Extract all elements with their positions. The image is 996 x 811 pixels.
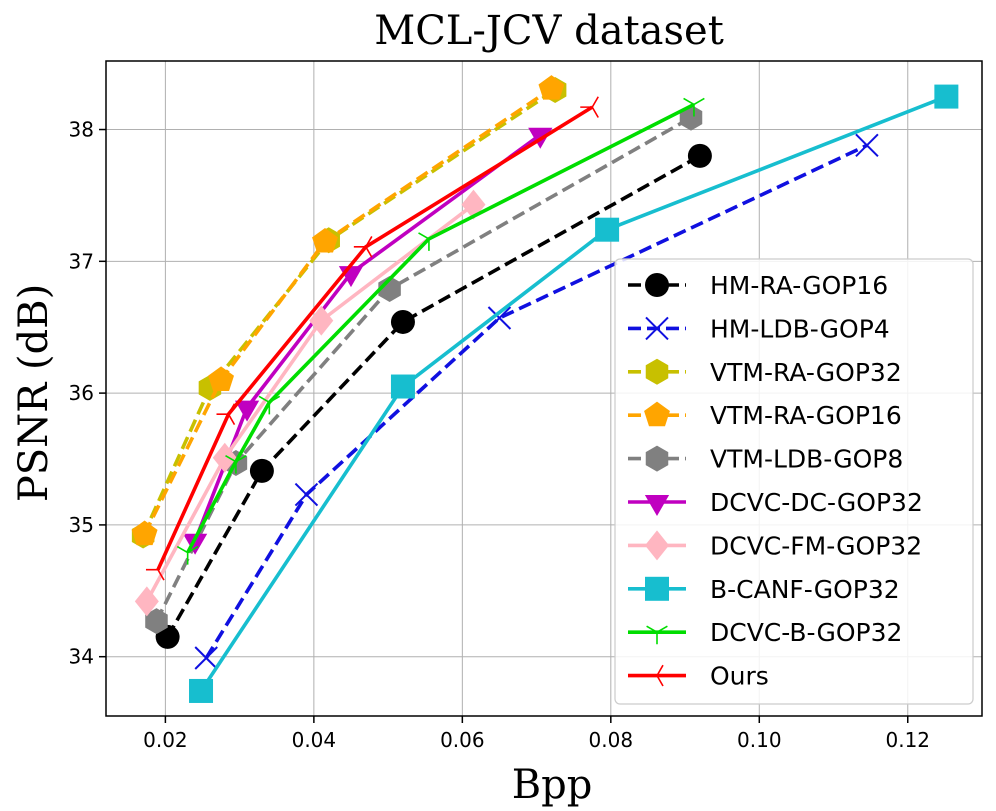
data-point-hm-ra-gop16 (390, 309, 415, 334)
series-line-hm-ra-gop16 (166, 154, 701, 638)
legend-box (614, 258, 974, 705)
y-tick-label: 35 (69, 513, 94, 537)
legend-marker (645, 576, 669, 601)
data-point-ours (580, 96, 599, 118)
x-tick-label: 0.10 (737, 728, 782, 752)
legend-label: HM-LDB-GOP4 (710, 314, 890, 343)
data-point-hm-ra-gop16 (687, 143, 712, 168)
chart-title: MCL-JCV dataset (374, 8, 724, 54)
legend-entry-dcvc-dc-gop32: DCVC-DC-GOP32 (628, 488, 923, 517)
legend-marker (646, 625, 668, 645)
data-point-hm-ldb-gop4 (294, 482, 319, 507)
x-tick-label: 0.06 (440, 728, 485, 752)
legend-label: VTM-RA-GOP32 (710, 358, 902, 387)
data-point-hm-ldb-gop4 (487, 306, 512, 330)
legend: HM-RA-GOP16 HM-LDB-GOP4 VTM-RA-GOP32 VTM-RA… (614, 258, 974, 705)
legend-entry-ours: Ours (628, 662, 769, 691)
x-tick-label: 0.04 (292, 728, 337, 752)
series-hm-ra-gop16 (155, 143, 712, 649)
legend-marker (645, 530, 669, 561)
data-point-b-canf-gop32 (189, 678, 214, 703)
data-point-dcvc-b-gop32 (258, 395, 281, 415)
legend-entry-dcvc-b-gop32: DCVC-B-GOP32 (628, 618, 902, 647)
legend-marker (645, 445, 669, 472)
data-point-b-canf-gop32 (390, 374, 415, 399)
series-line-dcvc-dc-gop32 (193, 133, 542, 542)
data-point-b-canf-gop32 (934, 84, 959, 109)
data-point-vtm-ra-gop16 (208, 366, 234, 391)
legend-label: VTM-LDB-GOP8 (710, 445, 903, 474)
legend-label: HM-RA-GOP16 (710, 271, 888, 300)
data-point-b-canf-gop32 (595, 217, 620, 242)
data-point-dcvc-fm-gop32 (134, 586, 159, 617)
series-line-dcvc-fm-gop32 (145, 203, 475, 603)
legend-marker (645, 316, 669, 341)
series-hm-ldb-gop4 (194, 133, 879, 670)
series-dcvc-dc-gop32 (182, 127, 553, 555)
series-line-ours (156, 105, 594, 571)
legend-label: DCVC-FM-GOP32 (710, 531, 922, 560)
data-point-ours (216, 403, 236, 425)
data-point-dcvc-b-gop32 (176, 545, 199, 565)
series-line-b-canf-gop32 (199, 94, 948, 692)
legend-marker (644, 495, 670, 516)
legend-entry-vtm-ra-gop32: VTM-RA-GOP32 (628, 358, 902, 387)
data-point-dcvc-dc-gop32 (234, 400, 260, 422)
series-dcvc-fm-gop32 (134, 189, 486, 617)
data-point-dcvc-dc-gop32 (182, 533, 208, 555)
data-point-vtm-ldb-gop8 (679, 104, 703, 131)
legend-marker (645, 664, 664, 687)
legend-marker (645, 358, 669, 385)
legend-label: DCVC-DC-GOP32 (710, 488, 923, 517)
data-point-dcvc-fm-gop32 (309, 305, 334, 336)
y-tick-label: 37 (69, 249, 94, 273)
series-ours (145, 96, 599, 581)
y-tick-label: 36 (69, 381, 94, 405)
legend-label: VTM-RA-GOP16 (710, 401, 902, 430)
series-dcvc-b-gop32 (176, 97, 705, 565)
data-point-vtm-ra-gop16 (538, 75, 565, 100)
data-point-dcvc-b-gop32 (225, 454, 247, 474)
data-point-ours (145, 558, 165, 581)
data-point-vtm-ra-gop16 (131, 520, 158, 546)
legend-marker (644, 401, 670, 427)
data-point-vtm-ra-gop16 (312, 227, 338, 253)
x-tick-label: 0.12 (885, 728, 930, 752)
plot-frame (105, 60, 983, 717)
legend-label: DCVC-B-GOP32 (710, 618, 902, 647)
data-point-dcvc-b-gop32 (683, 97, 705, 117)
series-b-canf-gop32 (189, 84, 959, 703)
legend-label: Ours (710, 662, 769, 691)
series-line-vtm-ra-gop16 (142, 87, 553, 535)
legend-entry-vtm-ra-gop16: VTM-RA-GOP16 (628, 401, 902, 430)
series-line-hm-ldb-gop4 (204, 143, 868, 659)
axis-ticks: 0.02 0.04 0.06 0.08 0.10 0.12 34 35 36 37 38 (69, 118, 930, 752)
data-point-dcvc-b-gop32 (418, 232, 440, 251)
data-point-hm-ldb-gop4 (855, 133, 879, 158)
legend-entry-hm-ra-gop16: HM-RA-GOP16 (628, 271, 888, 300)
data-point-dcvc-fm-gop32 (212, 442, 237, 473)
legend-label: B-CANF-GOP32 (710, 575, 900, 604)
data-point-ours (353, 236, 373, 258)
y-tick-label: 38 (69, 118, 94, 142)
y-axis-label: PSNR (dB) (11, 284, 57, 502)
series-vtm-ra-gop16 (131, 75, 565, 546)
x-tick-label: 0.02 (143, 728, 188, 752)
data-point-hm-ldb-gop4 (194, 646, 218, 670)
legend-entry-dcvc-fm-gop32: DCVC-FM-GOP32 (628, 530, 922, 561)
legend-entry-b-canf-gop32: B-CANF-GOP32 (628, 575, 900, 604)
x-tick-label: 0.08 (589, 728, 634, 752)
legend-marker (645, 273, 669, 297)
y-tick-label: 34 (69, 645, 94, 669)
data-point-hm-ra-gop16 (249, 458, 274, 483)
x-axis-label: Bpp (512, 762, 593, 808)
legend-entry-vtm-ldb-gop8: VTM-LDB-GOP8 (628, 445, 903, 474)
data-point-vtm-ldb-gop8 (145, 608, 168, 635)
plot-area (131, 75, 959, 703)
legend-entry-hm-ldb-gop4: HM-LDB-GOP4 (628, 314, 890, 343)
